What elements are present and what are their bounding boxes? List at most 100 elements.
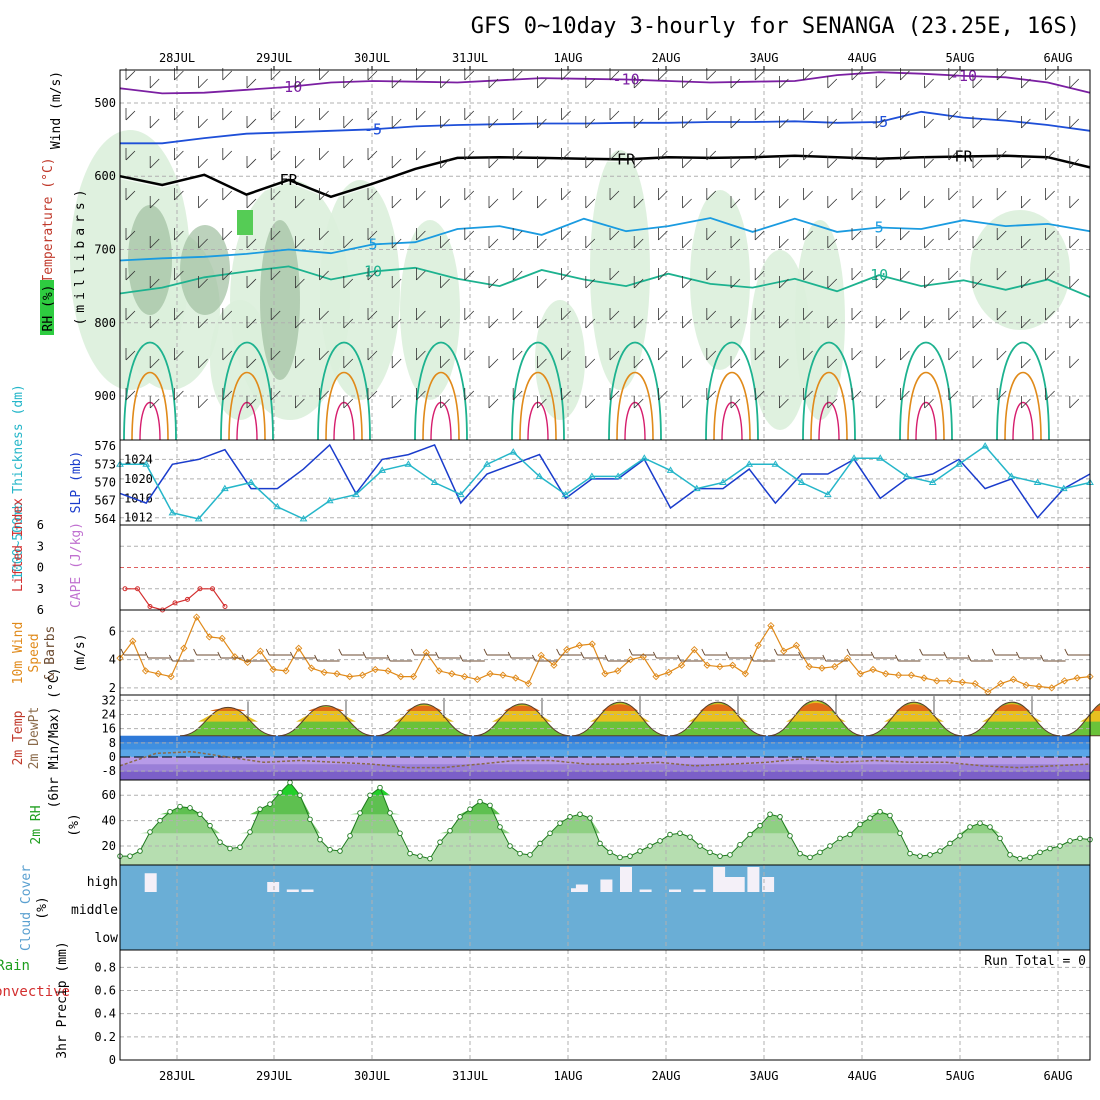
temp-hump-hot <box>994 704 1030 711</box>
wind-barb <box>706 228 717 241</box>
wind-barb <box>972 156 983 169</box>
wind-barb <box>270 308 281 321</box>
wind-barb <box>779 196 789 209</box>
contour-10 <box>119 265 1091 298</box>
wind-barb <box>246 76 257 89</box>
temp-band <box>120 764 1090 772</box>
rh-point <box>457 814 463 820</box>
wind-barb <box>609 148 620 161</box>
wind-speed-point <box>129 637 137 645</box>
contour-20 <box>325 372 363 441</box>
rh-point <box>1077 835 1083 842</box>
thickness-marker <box>902 472 911 479</box>
wind-speed-point <box>448 670 456 678</box>
temp-band <box>120 756 1090 765</box>
wind-barb <box>730 316 741 329</box>
wind-speed-point <box>473 675 482 684</box>
rh-point <box>417 853 423 859</box>
wind-barb <box>900 148 910 161</box>
date-label-bottom: 2AUG <box>652 1069 681 1083</box>
rh-shading <box>750 250 810 430</box>
rh-point <box>907 850 913 857</box>
cloud-gap <box>639 889 652 892</box>
wind-barb <box>270 348 281 361</box>
wind-barb <box>900 308 910 321</box>
wind-barb <box>633 116 644 129</box>
wind-barb <box>706 388 717 401</box>
contour-label: FR <box>617 150 636 168</box>
wind-speed-point <box>754 641 762 650</box>
contour-20 <box>616 372 654 441</box>
wind-barb <box>827 116 838 129</box>
wind-barb <box>416 108 426 121</box>
wind-barb <box>561 308 571 321</box>
wind-barb-10m <box>386 654 413 662</box>
wind-barb <box>440 76 450 89</box>
wind-speed-point <box>550 661 558 669</box>
contour-20 <box>519 372 557 441</box>
cape-ylabel: CAPE (J/kg) <box>69 522 84 608</box>
wind-barb <box>948 308 959 321</box>
thickness-marker <box>247 478 255 485</box>
li-point <box>122 586 128 592</box>
wind-barb <box>875 236 886 249</box>
rh-point <box>357 810 363 816</box>
rh-point <box>607 849 613 856</box>
precip-ylabel: 3hr Precip (mm) <box>55 941 70 1058</box>
contour-label: FR <box>954 147 973 165</box>
date-label-bottom: 28JUL <box>159 1069 195 1083</box>
rh-point <box>257 806 263 812</box>
upper-tick: 700 <box>94 243 116 257</box>
rh-point <box>307 816 313 823</box>
wind-speed-point <box>269 665 277 674</box>
wind-speed-point <box>537 651 545 659</box>
temp-tick: 24 <box>102 707 116 721</box>
wind-barb <box>682 76 692 89</box>
cloud-gap <box>747 867 760 892</box>
wind-barb <box>464 388 475 401</box>
wind-barb <box>246 316 257 329</box>
rh-point <box>957 833 963 839</box>
wind-speed-point <box>767 621 775 630</box>
wind-barb <box>416 348 426 361</box>
wind-speed-point <box>1073 674 1081 682</box>
rh-shading <box>535 300 585 420</box>
thickness-marker <box>194 514 203 522</box>
temp-hump-hot <box>210 708 246 711</box>
wind-barb-10m <box>701 648 727 656</box>
rh-point <box>937 848 943 854</box>
wind-speed-point <box>180 644 188 652</box>
wind-barb <box>149 276 160 289</box>
wind-barb <box>827 236 838 249</box>
wind-barb <box>996 308 1007 321</box>
wind-barb <box>948 348 959 361</box>
wind-barb <box>367 308 378 321</box>
wind-barb <box>1069 196 1080 209</box>
rh-ylabel-unit: (%) <box>67 813 82 836</box>
wind-barb <box>391 116 402 129</box>
rh-point <box>617 854 623 861</box>
wind-barb <box>537 156 547 169</box>
wind-barb <box>198 396 208 409</box>
thickness-marker <box>299 514 308 522</box>
contour-25 <box>1012 402 1034 441</box>
date-label-top: 30JUL <box>354 51 390 65</box>
rh-point <box>917 853 923 859</box>
rh-point <box>537 840 543 847</box>
wind-speed-point <box>486 670 494 678</box>
wind-barb <box>851 108 862 121</box>
wind-barb <box>440 156 450 169</box>
wind-barb <box>125 348 136 361</box>
wind-speed-point <box>116 654 124 662</box>
rh-point <box>777 814 783 820</box>
upper-tick: 800 <box>94 316 116 330</box>
wind-speed-point <box>154 670 162 678</box>
wind-barb <box>851 188 862 201</box>
wind-barb <box>319 388 329 401</box>
wind-barb <box>1045 348 1055 361</box>
wind-barb-10m <box>289 651 316 659</box>
wind-speed-point <box>141 667 150 675</box>
wind-speed-point <box>831 663 839 671</box>
wind-barb <box>561 348 571 361</box>
wind-barb <box>416 268 426 281</box>
